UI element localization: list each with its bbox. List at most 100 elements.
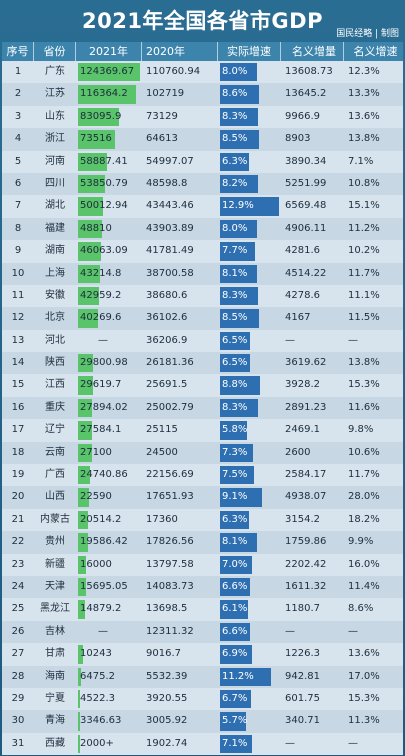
row-2021-label: 73516 (80, 133, 112, 145)
row-province: 广东 (45, 66, 65, 77)
row-real-growth-label: 7.1% (222, 737, 248, 749)
row-2021-label: 27894.02 (80, 401, 128, 413)
bar-2021 (78, 421, 92, 440)
row-real-growth: 8.8% (218, 374, 281, 396)
bar-2021 (78, 174, 105, 194)
row-real-growth-label: 12.9% (222, 200, 254, 212)
row-rank: 27 (11, 648, 25, 660)
row-province: 四川 (45, 177, 65, 189)
row-real-growth-label: 5.8% (222, 424, 248, 436)
row-nominal-growth: 28.0% (348, 491, 380, 503)
table-row: 11 安徽 42959.2 38680.6 8.3% 4278.6 11.1% (2, 284, 403, 308)
row-nominal-growth: 18.2% (348, 513, 380, 525)
row-nominal-increase: 4514.22 (285, 267, 327, 279)
row-nominal-increase: 2891.23 (285, 401, 327, 413)
row-real-growth-label: 8.1% (222, 536, 248, 548)
bar-2021 (78, 376, 93, 395)
row-2021-value: 29619.7 (76, 374, 142, 396)
row-province: 辽宁 (45, 424, 65, 436)
row-2020-value: 43903.89 (146, 222, 194, 234)
row-province: 河北 (45, 334, 65, 346)
header-rank: 序号 (2, 42, 34, 61)
bar-2021 (78, 398, 92, 418)
row-nominal-increase: 4167 (285, 312, 311, 324)
row-real-growth-label: 8.2% (222, 177, 248, 189)
row-rank: 16 (11, 401, 25, 413)
row-real-growth-label: 11.2% (222, 670, 254, 682)
bar-2021 (78, 242, 101, 261)
row-rank: 18 (11, 446, 25, 458)
row-2020-value: 12311.32 (146, 625, 194, 637)
row-2021-label: 27100 (80, 446, 112, 458)
row-2020-value: 64613 (146, 133, 178, 145)
row-province: 湖南 (45, 245, 65, 257)
bar-real-growth (220, 622, 251, 642)
row-nominal-growth: 8.6% (348, 603, 374, 615)
row-2020-value: 25002.79 (146, 401, 194, 413)
row-nominal-increase: 9966.9 (285, 110, 320, 122)
table-row: 19 广西 24740.86 22156.69 7.5% 2584.17 11.7% (2, 464, 403, 487)
bar-real-growth (220, 689, 251, 709)
row-2020-value: 25691.5 (146, 379, 188, 391)
row-real-growth-label: 6.5% (222, 334, 248, 346)
bar-2021 (78, 63, 140, 82)
row-real-growth-label: 8.0% (222, 222, 248, 234)
row-nominal-increase: 13608.73 (285, 66, 333, 77)
bar-real-growth (220, 600, 248, 619)
row-province: 山西 (45, 491, 65, 503)
row-2021-label: 29800.98 (80, 357, 128, 369)
row-rank: 15 (11, 379, 25, 391)
row-rank: 29 (11, 692, 25, 704)
row-rank: 4 (14, 133, 22, 145)
row-2021-label: 15695.05 (80, 580, 128, 592)
row-2020-value: 1902.74 (146, 737, 188, 749)
bar-real-growth (220, 533, 258, 552)
row-2021-value: 16000 (76, 554, 142, 576)
row-2020-value: 36206.9 (146, 334, 188, 346)
row-rank: 2 (14, 88, 22, 100)
row-2021-value: 4522.3 (76, 688, 142, 710)
row-real-growth-label: 8.8% (222, 379, 248, 391)
row-2021-label: — (98, 334, 108, 346)
row-2021-label: 50012.94 (80, 200, 128, 212)
row-rank: 12 (11, 312, 25, 324)
header-real-growth: 实际增速 (218, 42, 281, 61)
bar-2021 (78, 107, 120, 127)
bar-real-growth (220, 264, 258, 283)
row-2020-value: 43443.46 (146, 200, 194, 212)
row-province: 上海 (45, 267, 65, 279)
table-row: 27 甘肃 10243 9016.7 6.9% 1226.3 13.6% (2, 643, 403, 666)
row-rank: 26 (11, 625, 25, 637)
row-nominal-increase: — (285, 737, 295, 749)
row-nominal-increase: 3890.34 (285, 155, 327, 167)
row-real-growth-label: 7.5% (222, 469, 248, 481)
table-row: 22 贵州 19586.42 17826.56 8.1% 1759.86 9.9% (2, 531, 403, 554)
table-row: 9 湖南 46063.09 41781.49 7.7% 4281.6 10.2% (2, 240, 403, 263)
row-nominal-growth: 11.4% (348, 580, 380, 592)
row-rank: 23 (11, 558, 25, 570)
row-rank: 13 (11, 334, 25, 346)
row-real-growth: 8.3% (218, 285, 281, 307)
bar-2021 (78, 645, 84, 664)
bar-real-growth (220, 219, 257, 239)
row-rank: 5 (14, 155, 22, 167)
row-real-growth-label: 8.5% (222, 133, 248, 145)
bar-real-growth (220, 309, 259, 328)
row-2020-value: 25115 (146, 424, 178, 436)
header-nominal-growth: 名义增速 (353, 45, 398, 58)
row-2020-value: 22156.69 (146, 469, 194, 481)
row-2021-label: 14879.2 (80, 603, 122, 615)
row-nominal-increase: 8903 (285, 133, 311, 145)
row-rank: 31 (11, 737, 25, 749)
row-2021-value: 73516 (76, 128, 142, 150)
row-2020-value: 14083.73 (146, 580, 194, 592)
row-real-growth-label: 6.3% (222, 155, 248, 167)
row-rank: 25 (11, 603, 25, 615)
row-nominal-growth: 13.6% (348, 110, 380, 122)
row-province: 江西 (45, 379, 65, 391)
header-nominal-increase: 名义增量 (281, 42, 344, 61)
table-row: 25 黑龙江 14879.2 13698.5 6.1% 1180.7 8.6% (2, 598, 403, 621)
row-real-growth-label: 6.9% (222, 648, 248, 660)
bar-2021 (78, 443, 92, 463)
table-row: 5 河南 58887.41 54997.07 6.3% 3890.34 7.1% (2, 150, 403, 173)
